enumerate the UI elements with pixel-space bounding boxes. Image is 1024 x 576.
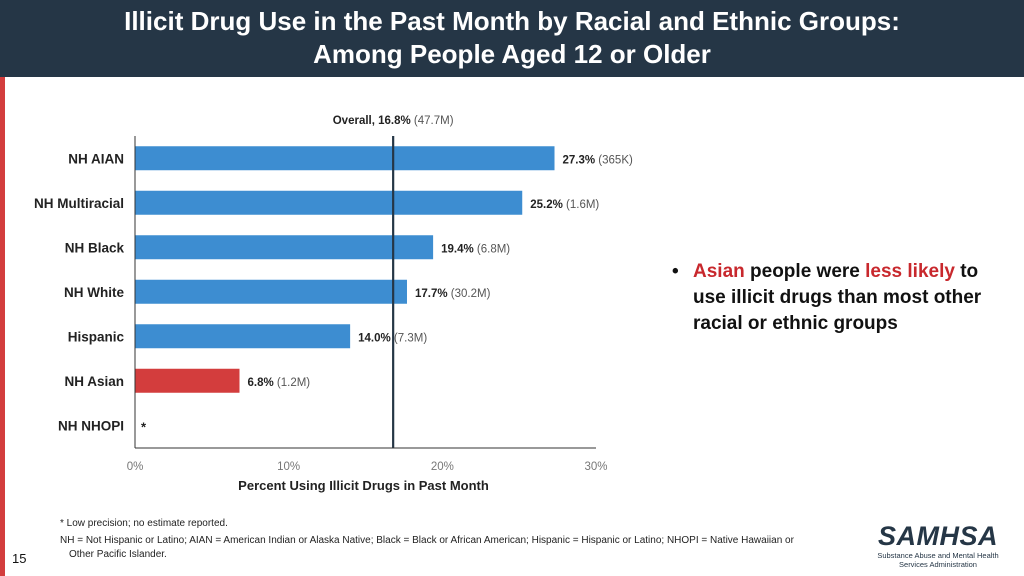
category-label: NH NHOPI (58, 418, 124, 433)
slide-header: Illicit Drug Use in the Past Month by Ra… (0, 0, 1024, 77)
data-label: 6.8% (1.2M) (247, 377, 310, 389)
data-label-value: 17.7% (415, 288, 448, 300)
data-label-count: (6.8M) (474, 243, 511, 255)
data-label: 17.7% (30.2M) (415, 288, 491, 300)
category-label: NH AIAN (68, 151, 124, 166)
data-label-count: (1.6M) (563, 199, 600, 211)
bullet-text-part4: to use illicit drugs than most other rac… (693, 261, 982, 334)
bullet-highlight-less-likely: less likely (865, 261, 955, 282)
bar (135, 279, 407, 304)
category-label: NH White (64, 285, 124, 300)
x-tick-label: 20% (431, 461, 454, 473)
logo-subtitle-line1: Substance Abuse and Mental Health (877, 551, 999, 560)
bar (135, 324, 351, 349)
bar (135, 235, 434, 260)
x-tick-label: 10% (277, 461, 300, 473)
logo-subtitle-line2: Services Administration (899, 560, 977, 569)
bullet-text: Asian people were less likely to use ill… (693, 259, 992, 337)
data-label-count: (7.3M) (391, 332, 428, 344)
data-label-count: (1.2M) (274, 377, 311, 389)
bullet-text-part2: people were (744, 261, 866, 282)
data-label: 14.0% (7.3M) (358, 332, 427, 344)
accent-bar-left (0, 77, 5, 576)
data-label: 25.2% (1.6M) (530, 199, 599, 211)
bar (135, 368, 240, 393)
data-label-count: (30.2M) (448, 288, 491, 300)
category-label: NH Black (65, 240, 125, 255)
samhsa-logo: SAMHSA Substance Abuse and Mental Health… (876, 521, 1000, 570)
data-label-value: 6.8% (247, 377, 273, 389)
overall-reference-label: Overall, 16.8% (47.7M) (333, 115, 454, 127)
slide-title-line1: Illicit Drug Use in the Past Month by Ra… (124, 6, 900, 36)
category-label: NH Asian (64, 374, 124, 389)
bar-chart: NH AIAN 27.3% (365K) NH Multiracial 25.2% (… (34, 115, 633, 493)
slide-title-line2: Among People Aged 12 or Older (313, 39, 711, 69)
overall-reference-count: (47.7M) (411, 115, 454, 127)
data-label: 27.3% (365K) (563, 154, 633, 166)
footnote-abbreviations: NH = Not Hispanic or Latino; AIAN = Amer… (60, 534, 850, 562)
x-tick-label: 0% (127, 461, 144, 473)
key-finding-bullet: • Asian people were less likely to use i… (672, 259, 992, 337)
data-label-value: 19.4% (441, 243, 474, 255)
x-axis-title: Percent Using Illicit Drugs in Past Mont… (238, 478, 489, 493)
category-label: NH Multiracial (34, 196, 124, 211)
bar (135, 190, 523, 215)
data-label-value: 14.0% (358, 332, 391, 344)
footnote-low-precision: * Low precision; no estimate reported. (60, 518, 228, 529)
category-label: Hispanic (68, 329, 125, 344)
logo-wordmark: SAMHSA (877, 521, 998, 551)
bullet-dot: • (672, 261, 679, 282)
data-label-value: 27.3% (563, 154, 596, 166)
bar (135, 146, 555, 171)
data-label: 19.4% (6.8M) (441, 243, 510, 255)
bullet-highlight-asian: Asian (693, 261, 745, 282)
data-label-count: (365K) (595, 154, 633, 166)
data-label-asterisk: * (141, 419, 147, 434)
page-number: 15 (12, 551, 27, 566)
x-tick-label: 30% (584, 461, 607, 473)
footnote-abbreviations-line1: NH = Not Hispanic or Latino; AIAN = Amer… (60, 535, 794, 546)
data-label-value: 25.2% (530, 199, 563, 211)
overall-reference-value: Overall, 16.8% (333, 115, 411, 127)
footnote-abbreviations-line2: Other Pacific Islander. (69, 549, 167, 560)
